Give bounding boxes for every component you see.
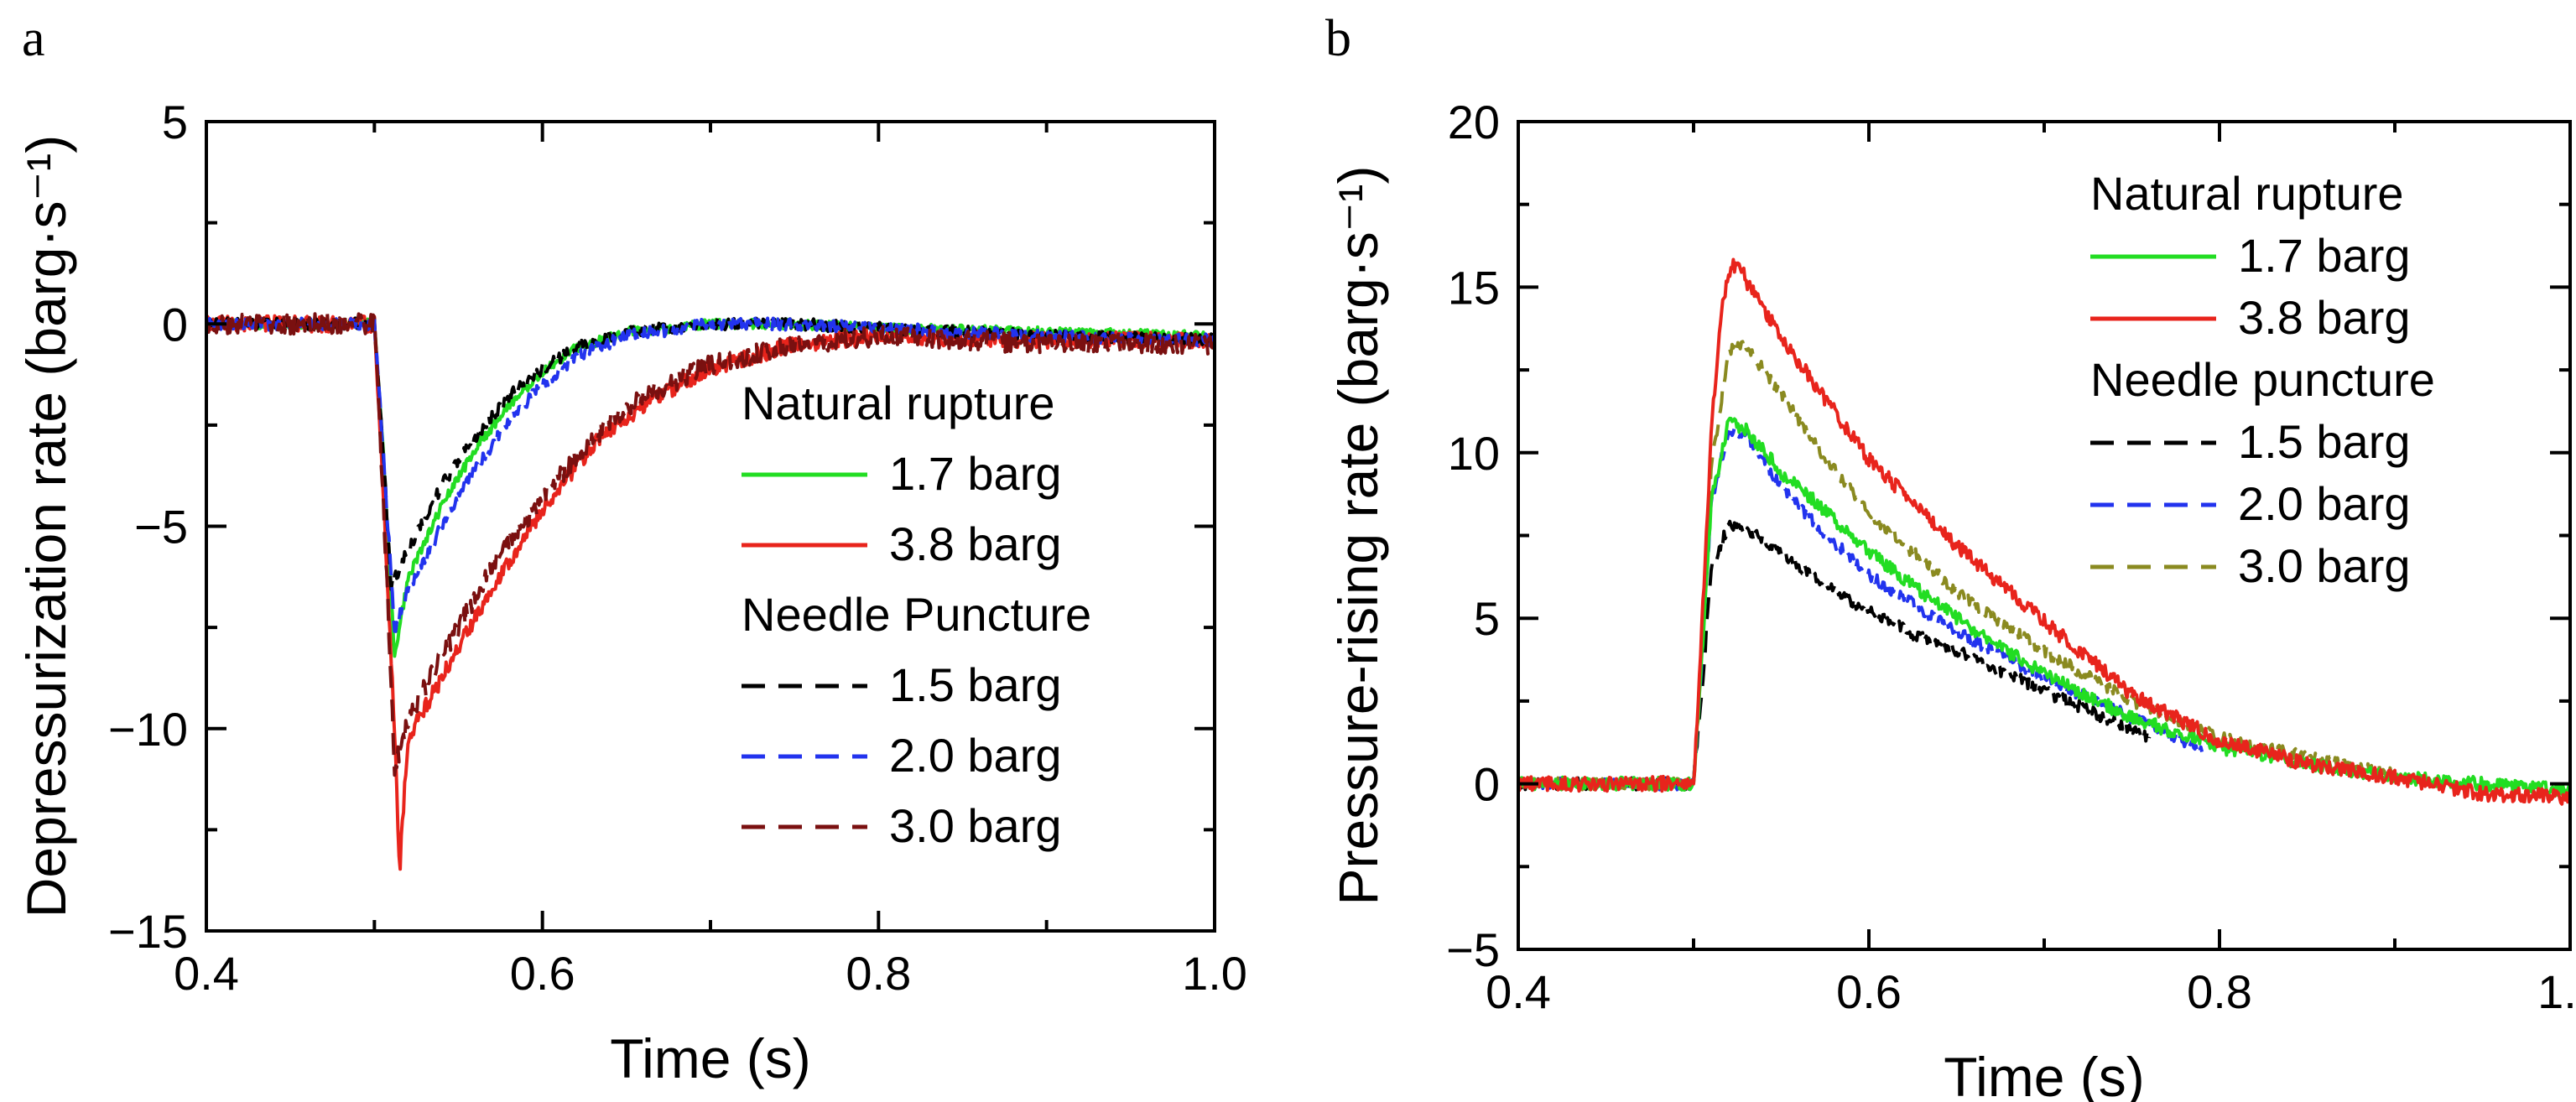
chart-a-ytick-label: −5 bbox=[134, 501, 188, 554]
chart-a-ytick-label: −10 bbox=[108, 703, 188, 756]
chart-b-ytick-label: 0 bbox=[1474, 758, 1500, 811]
chart-b-legend-header: Needle puncture bbox=[2090, 353, 2435, 406]
chart-b-plot-frame bbox=[1517, 120, 2572, 951]
chart-b-series-needle-puncture-1-5-barg bbox=[1518, 519, 2152, 792]
chart-b-legend-label: 1.7 barg bbox=[2238, 229, 2411, 282]
chart-b-xtick-label: 1.0 bbox=[2537, 965, 2576, 1018]
chart-b-legend-label: 2.0 barg bbox=[2238, 477, 2411, 530]
chart-b-ytick-label: 5 bbox=[1474, 592, 1500, 645]
chart-a-legend-header: Needle Puncture bbox=[742, 588, 1091, 641]
chart-a-legend-label: 3.0 barg bbox=[889, 799, 1062, 852]
chart-a-series-needle-puncture-3-0-barg bbox=[206, 312, 1215, 777]
chart-a-ytick-label: 0 bbox=[162, 298, 188, 351]
chart-a-depressurization-rate: 0.4 0.6 0.8 1.0 −15 −10 −5 0 5 Time (s) Depressuri… bbox=[15, 96, 1247, 1089]
chart-a-legend-label: 2.0 barg bbox=[889, 729, 1062, 782]
chart-b-legend-label: 1.5 barg bbox=[2238, 415, 2411, 468]
chart-b-series-natural-rupture-3-8-barg bbox=[1518, 257, 2570, 806]
chart-b-ytick-label: −5 bbox=[1446, 923, 1500, 976]
chart-b-legend-header: Natural rupture bbox=[2090, 167, 2404, 220]
chart-b-x-axis-title: Time (s) bbox=[1944, 1046, 2145, 1102]
chart-a-series-group bbox=[206, 312, 1215, 871]
chart-b-legend-label: 3.0 barg bbox=[2238, 539, 2411, 592]
chart-a-ytick-label: 5 bbox=[162, 96, 188, 148]
chart-a-xtick-label: 1.0 bbox=[1182, 947, 1247, 1000]
chart-a-legend-label: 1.5 barg bbox=[889, 658, 1062, 711]
chart-b-ytick-label: 15 bbox=[1448, 261, 1500, 314]
chart-b-xtick-label: 0.8 bbox=[2187, 965, 2252, 1018]
chart-b-legend-label: 3.8 barg bbox=[2238, 291, 2411, 344]
chart-a-y-axis-title: Depressurization rate (barg·s⁻¹) bbox=[15, 135, 77, 917]
chart-a-ytick-label: −15 bbox=[108, 905, 188, 958]
chart-b-xtick-label: 0.6 bbox=[1836, 965, 1902, 1018]
chart-a-legend-header: Natural rupture bbox=[742, 377, 1055, 429]
chart-a-xtick-label: 0.4 bbox=[174, 947, 239, 1000]
chart-a-x-axis-title: Time (s) bbox=[610, 1027, 811, 1089]
chart-a-legend-label: 3.8 barg bbox=[889, 517, 1062, 570]
chart-b-ytick-label: 20 bbox=[1448, 96, 1500, 148]
chart-b-series-natural-rupture-1-7-barg bbox=[1518, 416, 2570, 798]
chart-a-xtick-label: 0.8 bbox=[846, 947, 911, 1000]
chart-b-series-group bbox=[1518, 257, 2570, 806]
chart-a-legend-label: 1.7 barg bbox=[889, 447, 1062, 500]
panel-label-a: a bbox=[22, 10, 45, 67]
chart-a-xtick-label: 0.6 bbox=[510, 947, 575, 1000]
panel-label-b: b bbox=[1325, 10, 1351, 67]
chart-a-plot-frame bbox=[205, 120, 1216, 933]
chart-b-xtick-label: 0.4 bbox=[1486, 965, 1551, 1018]
chart-b-y-axis-title: Pressure-rising rate (barg·s⁻¹) bbox=[1327, 165, 1389, 905]
chart-b-pressure-rising-rate: 0.4 0.6 0.8 1.0 −5 0 5 10 15 20 Time (s) Pressure-r… bbox=[1327, 96, 2576, 1102]
chart-b-ytick-label: 10 bbox=[1448, 427, 1500, 480]
chart-b-legend: Natural rupture 1.7 barg 3.8 barg Needle pu… bbox=[2090, 167, 2435, 592]
chart-a-legend: Natural rupture 1.7 barg 3.8 barg Needle Pu… bbox=[742, 377, 1091, 852]
